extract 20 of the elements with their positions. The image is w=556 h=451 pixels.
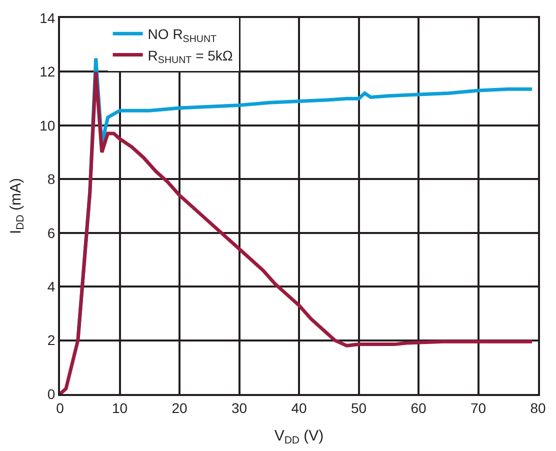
- y-tick-label: 14: [40, 10, 56, 26]
- legend-label: R$_{SHUNT}$ = 5kΩ: [148, 47, 233, 66]
- x-tick-label: 30: [231, 400, 248, 416]
- line-series: [60, 70, 534, 394]
- y-tick-label: 8: [47, 171, 56, 188]
- x-tick-label: 70: [470, 400, 486, 416]
- y-tick-label: 2: [47, 332, 56, 348]
- x-tick-label: 40: [291, 400, 307, 416]
- x-axis-title: V$_{DD}$ (V): [274, 427, 324, 446]
- y-tick-label: 10: [40, 117, 56, 134]
- x-tick-label: 80: [530, 400, 546, 416]
- x-tick-label: 20: [172, 400, 188, 416]
- y-tick-label: 0: [47, 386, 56, 402]
- y-tick-label: 6: [47, 224, 56, 241]
- y-tick-label: 4: [47, 278, 56, 294]
- y-tick-label: 12: [40, 64, 56, 80]
- x-tick-label: 50: [350, 400, 367, 416]
- x-tick-label: 10: [112, 400, 128, 416]
- legend-label: NO R$_{SHUNT}$: [148, 26, 217, 45]
- x-tick-label: 60: [410, 400, 426, 416]
